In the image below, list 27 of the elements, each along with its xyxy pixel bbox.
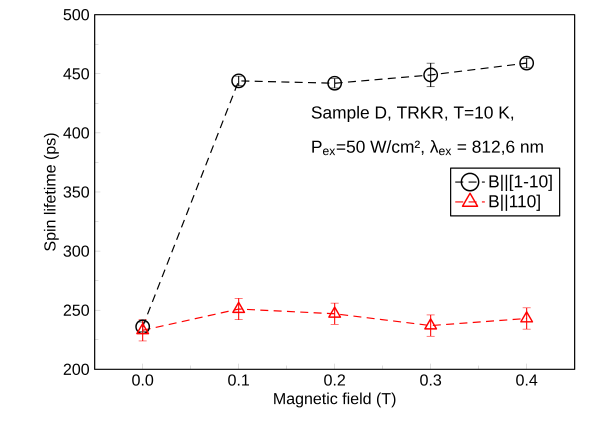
legend-label: B||110] [490, 194, 540, 211]
y-axis-title: Spin lifetime (ps) [44, 133, 59, 251]
point [424, 318, 438, 330]
point [520, 311, 534, 323]
annotation: P$_{ex}$=50 W/cm², λ$_{ex}$ = 812,6 nm [312, 140, 543, 156]
point [231, 73, 246, 88]
x-tick-label: 0.1 [228, 374, 250, 386]
x-axis-title: Magnetic field (T) [274, 392, 396, 408]
y-tick-label: 450 [63, 68, 90, 80]
point [327, 76, 342, 91]
point [232, 302, 246, 314]
y-tick-label: 300 [64, 245, 90, 257]
point [519, 56, 534, 71]
x-tick-label: 0.4 [516, 374, 538, 386]
point [423, 68, 438, 82]
point [328, 306, 342, 318]
y-tick-label: 500 [64, 9, 90, 20]
y-tick-label: 200 [64, 364, 90, 375]
x-tick-label: 0.3 [420, 374, 442, 386]
legend-label: B||[1-10] [490, 174, 552, 192]
annotation: Sample D, TRKR, T=10 K, [312, 106, 514, 122]
x-tick-label: 0.2 [324, 374, 345, 386]
point [136, 322, 150, 334]
x-tick-label: 0.0 [132, 374, 154, 386]
y-tick-label: 350 [64, 186, 90, 198]
y-tick-label: 400 [63, 127, 90, 139]
y-tick-label: 250 [64, 304, 90, 316]
